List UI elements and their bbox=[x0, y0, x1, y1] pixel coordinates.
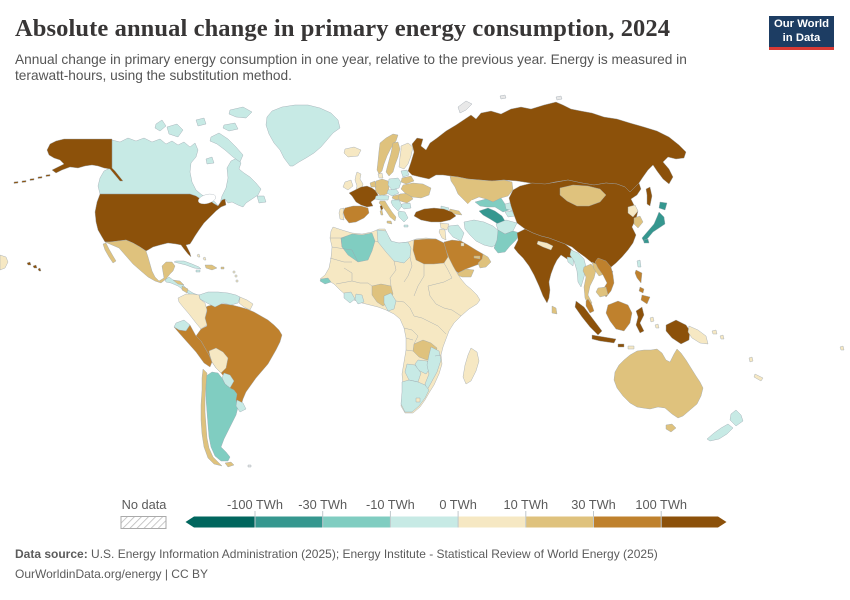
svg-text:10 TWh: 10 TWh bbox=[504, 497, 549, 512]
svg-text:-100 TWh: -100 TWh bbox=[227, 497, 283, 512]
svg-text:-30 TWh: -30 TWh bbox=[298, 497, 347, 512]
svg-text:100 TWh: 100 TWh bbox=[635, 497, 687, 512]
svg-text:-10 TWh: -10 TWh bbox=[366, 497, 415, 512]
svg-text:30 TWh: 30 TWh bbox=[571, 497, 616, 512]
svg-text:No data: No data bbox=[122, 497, 168, 512]
svg-text:0 TWh: 0 TWh bbox=[439, 497, 476, 512]
